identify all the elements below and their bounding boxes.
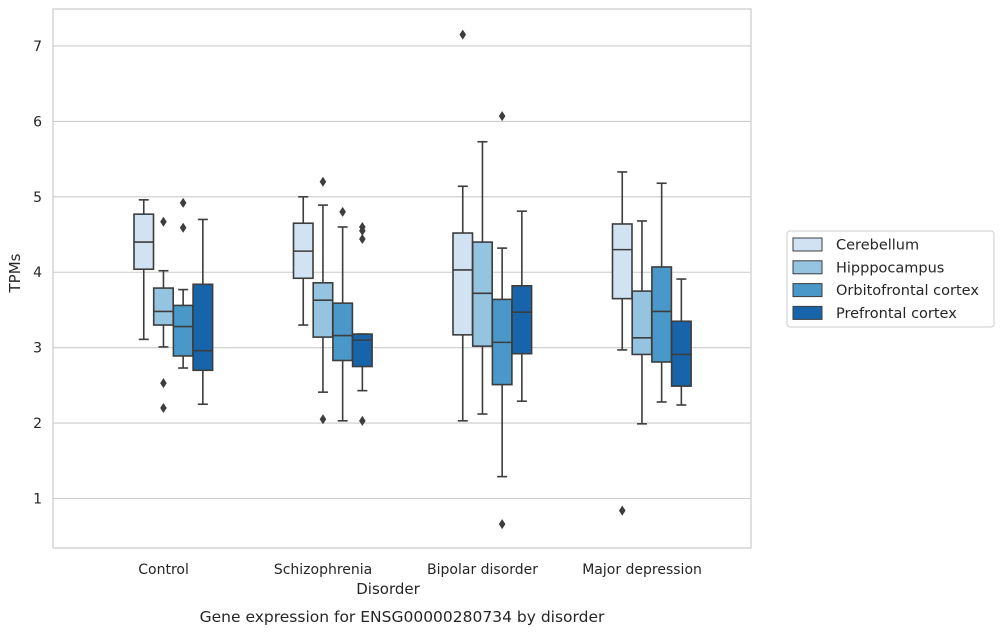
- y-tick-label: 1: [33, 492, 42, 508]
- box: [192, 218, 214, 406]
- legend-swatch: [792, 305, 823, 320]
- x-tick-label: Schizophrenia: [274, 562, 372, 578]
- y-axis-title: TPMs: [6, 253, 24, 293]
- box-iqr: [351, 333, 373, 368]
- x-axis-title: Disorder: [356, 580, 420, 598]
- box-iqr: [631, 290, 653, 356]
- legend-frame: [786, 230, 995, 328]
- x-tick-label: Major depression: [582, 562, 702, 578]
- box-iqr: [332, 302, 354, 362]
- outlier-point: [498, 519, 506, 530]
- chart-caption: Gene expression for ENSG00000280734 by d…: [200, 608, 605, 626]
- legend: Cerebellum Hipppocampus Orbitofrontal cort…: [786, 230, 995, 328]
- outlier-point: [160, 402, 167, 413]
- outlier-point: [319, 176, 327, 187]
- outlier-point: [179, 197, 187, 208]
- box: [351, 221, 373, 426]
- box: [133, 199, 155, 341]
- outlier-point: [459, 29, 467, 40]
- legend-label: Hipppocampus: [836, 260, 944, 276]
- x-axis-ticks: Control Schizophrenia Bipolar disorder Majo…: [138, 562, 702, 578]
- plot-area: [53, 9, 751, 548]
- box-iqr: [651, 266, 673, 363]
- y-tick-label: 4: [33, 265, 42, 281]
- box-iqr: [192, 283, 214, 372]
- box: [332, 206, 354, 422]
- outlier-point: [359, 225, 366, 236]
- box: [631, 220, 653, 425]
- box-iqr: [611, 223, 633, 300]
- legend-swatch: [792, 283, 823, 298]
- box: [670, 278, 692, 406]
- outlier-point: [319, 414, 327, 425]
- y-tick-label: 2: [33, 416, 42, 432]
- box: [292, 196, 314, 326]
- series-cerebellum: [133, 29, 633, 516]
- box: [471, 140, 494, 415]
- box-iqr: [172, 304, 194, 357]
- legend-label: Cerebellum: [836, 238, 919, 254]
- box-iqr: [511, 285, 533, 355]
- legend-label: Prefrontal cortex: [836, 306, 957, 322]
- legend-swatch: [792, 260, 823, 275]
- box: [511, 210, 533, 403]
- outlier-point: [359, 234, 366, 245]
- box-series: [133, 29, 692, 530]
- box: [611, 171, 633, 516]
- box: [172, 197, 194, 369]
- outlier-point: [618, 505, 626, 516]
- outlier-point: [179, 222, 187, 233]
- box-iqr: [312, 281, 334, 338]
- outlier-point: [359, 415, 366, 426]
- outlier-point: [498, 111, 506, 122]
- y-tick-label: 7: [33, 39, 42, 55]
- box-iqr: [152, 287, 174, 326]
- series-prefrontal-cortex: [192, 210, 692, 426]
- y-tick-label: 3: [33, 341, 42, 357]
- box: [452, 29, 474, 422]
- legend-label: Orbitofrontal cortex: [836, 283, 979, 299]
- outlier-point: [339, 206, 346, 217]
- y-axis-ticks: 1 2 3 4 5 6 7: [33, 39, 42, 508]
- x-tick-label: Control: [138, 562, 189, 578]
- box: [651, 182, 673, 403]
- box-iqr: [452, 232, 474, 336]
- plot-frame: [52, 8, 752, 549]
- series-hipppocampus: [152, 140, 653, 425]
- y-tick-label: 6: [33, 114, 42, 130]
- box: [152, 216, 174, 413]
- outlier-point: [160, 378, 167, 389]
- box: [491, 111, 513, 530]
- legend-swatch: [792, 237, 823, 252]
- outlier-point: [160, 216, 167, 227]
- y-tick-label: 5: [33, 190, 42, 206]
- y-gridlines: [53, 45, 751, 500]
- series-orbitofrontal-cortex: [172, 111, 673, 530]
- x-tick-label: Bipolar disorder: [427, 562, 538, 578]
